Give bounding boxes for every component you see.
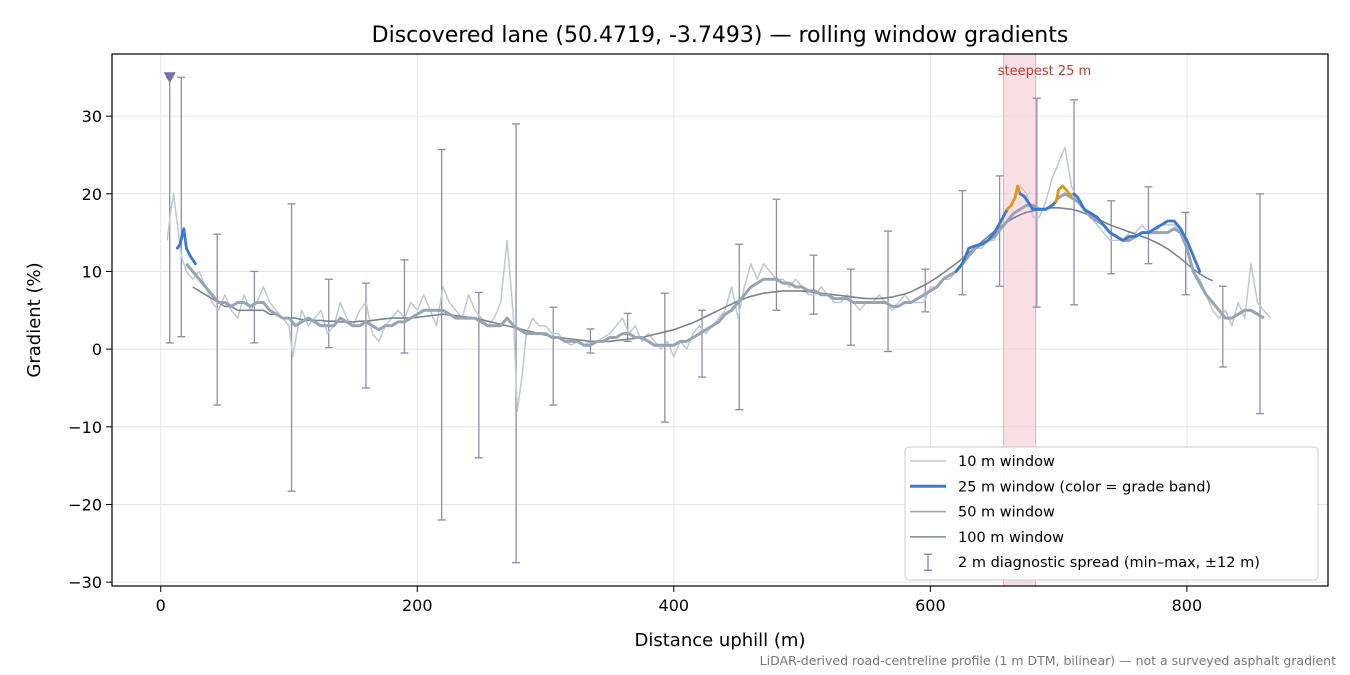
y-tick-label: −30 <box>68 573 102 592</box>
legend-label: 50 m window <box>958 505 1055 521</box>
error-bar <box>809 254 818 315</box>
series-25m-window-segment <box>1018 192 1058 211</box>
error-bar <box>324 278 333 349</box>
x-tick-label: 800 <box>1172 596 1203 615</box>
y-tick-label: 30 <box>82 107 102 126</box>
series-25m-window-segment <box>176 227 197 266</box>
error-bar <box>1144 186 1153 265</box>
chart-title: Discovered lane (50.4719, -3.7493) — rol… <box>372 23 1069 48</box>
y-tick-label: 20 <box>82 185 102 204</box>
error-bar <box>1070 99 1079 306</box>
error-bar <box>213 233 222 406</box>
error-bar <box>1181 211 1190 296</box>
error-bar <box>1032 97 1041 308</box>
error-bar <box>1107 200 1116 275</box>
error-bar <box>250 270 259 344</box>
error-bar <box>361 282 370 389</box>
y-tick-label: 0 <box>92 340 102 359</box>
x-tick-label: 0 <box>156 596 166 615</box>
x-tick-label: 200 <box>402 596 433 615</box>
legend-box <box>904 446 1319 581</box>
error-bar <box>437 148 446 521</box>
legend-label: 25 m window (color = grade band) <box>958 479 1211 495</box>
y-axis-label: Gradient (%) <box>24 262 45 377</box>
series-25m-window-segment <box>1054 184 1076 203</box>
series-25m-window-segment <box>954 207 1009 273</box>
error-bar <box>698 309 707 378</box>
error-bar <box>846 268 855 346</box>
legend-label: 100 m window <box>958 530 1064 546</box>
error-bar <box>623 312 632 343</box>
error-bar <box>177 76 186 338</box>
error-bar <box>884 230 893 353</box>
caption: LiDAR-derived road-centreline profile (1… <box>760 653 1336 668</box>
y-tick-label: 10 <box>82 262 102 281</box>
x-tick-label: 600 <box>915 596 946 615</box>
x-tick-label: 400 <box>659 596 690 615</box>
error-bar <box>735 243 744 411</box>
series-25m-window-segment <box>1005 184 1022 211</box>
plot-area: steepest 25 m 0 200 400 600 800 −30 −20 −10 0 10 20… <box>68 53 1329 615</box>
error-bar <box>512 123 521 564</box>
error-bar <box>1256 193 1265 415</box>
error-bar <box>958 190 967 296</box>
x-axis-label: Distance uphill (m) <box>635 630 806 651</box>
start-marker <box>163 72 176 84</box>
legend-errorbar-swatch <box>924 553 932 571</box>
error-bar <box>549 306 558 406</box>
legend: 10 m window 25 m window (color = grade ba… <box>904 446 1319 581</box>
error-bar <box>660 292 669 423</box>
legend-label: 10 m window <box>958 454 1055 470</box>
error-bar <box>1218 285 1227 368</box>
axes-frame <box>111 53 1329 587</box>
series-25m-window-segment <box>1072 192 1202 273</box>
steepest-annotation: steepest 25 m <box>998 64 1091 79</box>
y-tick-label: −10 <box>68 418 102 437</box>
y-tick-label: −20 <box>68 495 102 514</box>
error-bar <box>400 259 409 354</box>
error-bar <box>921 268 930 313</box>
legend-label: 2 m diagnostic spread (min–max, ±12 m) <box>958 555 1260 571</box>
